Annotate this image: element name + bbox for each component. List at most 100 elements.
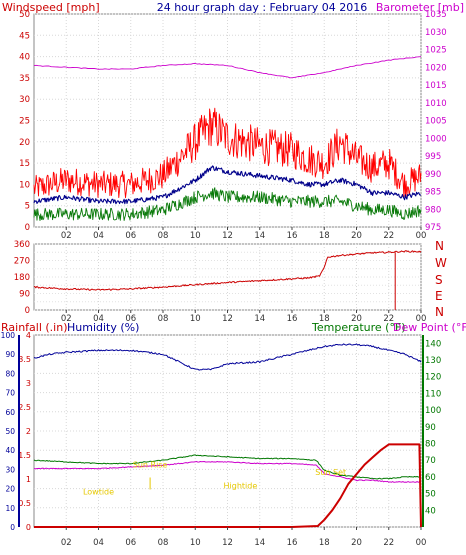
windspeed-tick-label: 5 xyxy=(25,202,30,212)
barometer-tick-label: 975 xyxy=(425,223,441,233)
rainfall-tick-label: 3 xyxy=(26,379,31,388)
x-tick-label: 12 xyxy=(222,314,233,324)
rainfall-tick-label: 2.5 xyxy=(18,403,31,412)
x-tick-label: 02 xyxy=(61,314,72,324)
temperature-tick-label: 60 xyxy=(425,473,436,483)
compass-letter: N xyxy=(435,305,444,319)
x-tick-label: 04 xyxy=(93,231,104,241)
rainfall-tick-label: 3.5 xyxy=(18,355,31,364)
x-tick-label: 20 xyxy=(351,314,362,324)
temperature-tick-label: 110 xyxy=(425,389,441,399)
x-tick-label: 14 xyxy=(254,538,265,548)
temperature-tick-label: 120 xyxy=(425,373,441,383)
x-tick-label: 00 xyxy=(416,538,427,548)
series-rain xyxy=(34,443,422,528)
windspeed-tick-label: 25 xyxy=(19,117,30,127)
compass-letter: N xyxy=(435,239,444,253)
x-tick-label: 12 xyxy=(222,231,233,241)
barometer-tick-label: 1000 xyxy=(425,134,447,144)
windspeed-tick-label: 20 xyxy=(19,138,30,148)
x-tick-label: 08 xyxy=(158,538,169,548)
x-tick-label: 06 xyxy=(125,231,136,241)
humidity-tick-label: 60 xyxy=(5,408,15,417)
humidity-tick-label: 0 xyxy=(10,523,15,532)
series-avg xyxy=(33,187,422,222)
humidity-tick-label: 10 xyxy=(5,504,15,513)
x-tick-label: 14 xyxy=(254,314,265,324)
x-tick-label: 10 xyxy=(190,231,201,241)
x-tick-label: 20 xyxy=(351,538,362,548)
barometer-tick-label: 1025 xyxy=(425,46,447,56)
windspeed-tick-label: 40 xyxy=(19,53,30,63)
temperature-tick-label: 90 xyxy=(425,423,436,433)
windspeed-tick-label: 0 xyxy=(25,223,30,233)
grid-layer xyxy=(34,13,422,528)
temperature-tick-label: 40 xyxy=(425,506,436,516)
barometer-tick-label: 1010 xyxy=(425,99,447,109)
rainfall-tick-label: 0.5 xyxy=(18,499,31,508)
windspeed-axis-label: Windspeed [mph] xyxy=(2,1,100,14)
series-direction xyxy=(33,250,422,291)
x-tick-label: 00 xyxy=(416,231,427,241)
humidity-tick-label: 70 xyxy=(5,389,15,398)
barometer-axis-label: Barometer [mb] xyxy=(376,1,464,14)
compass-letter: S xyxy=(435,273,443,287)
temperature-tick-label: 140 xyxy=(425,339,441,349)
x-tick-label: 14 xyxy=(254,231,265,241)
series-baro xyxy=(33,56,422,79)
compass-letter: E xyxy=(435,289,443,303)
humidity-tick-label: 100 xyxy=(1,331,16,340)
windspeed-tick-label: 35 xyxy=(19,74,30,84)
series-blue xyxy=(33,165,422,205)
humidity-tick-label: 90 xyxy=(5,350,15,359)
barometer-tick-label: 1015 xyxy=(425,81,447,91)
barometer-tick-label: 995 xyxy=(425,152,441,162)
rainfall-tick-label: 2 xyxy=(26,427,31,436)
rainfall-tick-label: 0 xyxy=(26,523,31,532)
series-layer: Lowtide Sun Rise Hightide Sun Set xyxy=(33,56,422,528)
x-tick-label: 16 xyxy=(287,314,298,324)
temperature-axis-label: Temperature (°F) xyxy=(311,321,406,334)
barometer-tick-label: 985 xyxy=(425,188,441,198)
windspeed-tick-label: 45 xyxy=(19,31,30,41)
humidity-tick-label: 80 xyxy=(5,369,15,378)
windspeed-tick-label: 15 xyxy=(19,159,30,169)
dewpoint-axis-label: Dew Point (°F) xyxy=(393,321,466,334)
x-tick-label: 20 xyxy=(351,231,362,241)
x-tick-label: 08 xyxy=(158,314,169,324)
barometer-tick-label: 980 xyxy=(425,205,441,215)
barometer-tick-label: 1035 xyxy=(425,10,447,20)
direction-tick-label: 270 xyxy=(14,257,30,267)
humidity-tick-label: 50 xyxy=(5,427,15,436)
x-tick-label: 18 xyxy=(319,231,330,241)
astro-label-sunrise: Sun Rise xyxy=(133,460,168,469)
x-tick-label: 06 xyxy=(125,538,136,548)
x-tick-label: 22 xyxy=(383,314,394,324)
x-tick-label: 04 xyxy=(93,538,104,548)
astro-label-sunset: Sun Set xyxy=(315,468,346,477)
x-tick-label: 18 xyxy=(319,538,330,548)
temperature-tick-label: 130 xyxy=(425,356,441,366)
humidity-tick-label: 40 xyxy=(5,446,15,455)
x-tick-label: 02 xyxy=(61,538,72,548)
barometer-tick-label: 1030 xyxy=(425,28,447,38)
windspeed-tick-label: 30 xyxy=(19,95,30,105)
chart-title: 24 hour graph day : February 04 2016 xyxy=(157,1,368,14)
rainfall-tick-label: 1 xyxy=(26,475,31,484)
direction-tick-label: 360 xyxy=(14,240,30,250)
rainfall-axis-label: Rainfall (.in) xyxy=(1,321,68,334)
axes-layer: 0202020404040606060808081010101212121414… xyxy=(1,10,447,548)
x-tick-label: 00 xyxy=(416,314,427,324)
x-tick-label: 22 xyxy=(383,538,394,548)
x-tick-label: 06 xyxy=(125,314,136,324)
x-tick-label: 10 xyxy=(190,314,201,324)
windspeed-tick-label: 10 xyxy=(19,180,30,190)
series-humidity xyxy=(33,343,422,371)
compass-letter: W xyxy=(435,256,447,270)
humidity-tick-label: 20 xyxy=(5,485,15,494)
barometer-tick-label: 990 xyxy=(425,170,441,180)
x-tick-label: 16 xyxy=(287,538,298,548)
barometer-tick-label: 1020 xyxy=(425,63,447,73)
temperature-tick-label: 100 xyxy=(425,406,441,416)
